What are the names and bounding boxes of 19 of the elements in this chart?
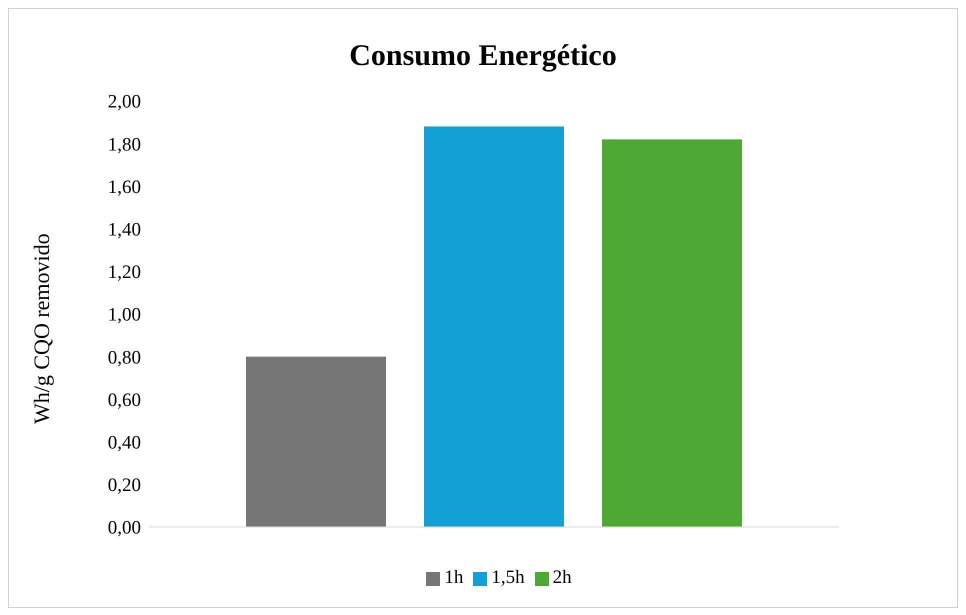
y-tick-label: 0,20 bbox=[108, 475, 141, 496]
bar bbox=[602, 139, 742, 527]
y-tick-label: 1,80 bbox=[108, 134, 141, 156]
y-tick-label: 0,80 bbox=[108, 347, 141, 368]
chart-title: Consumo Energético bbox=[348, 39, 618, 74]
y-tick-label: 1,20 bbox=[108, 262, 141, 284]
y-tick-label: 1,40 bbox=[108, 220, 141, 241]
legend-label: 2h bbox=[552, 567, 572, 588]
y-tick-label: 1,00 bbox=[108, 304, 141, 326]
y-tick-label: 0,60 bbox=[108, 390, 141, 411]
legend-label: 1h bbox=[444, 567, 464, 588]
y-tick-label: 2,00 bbox=[108, 92, 141, 113]
y-tick-label: 0,00 bbox=[108, 518, 141, 539]
bar bbox=[246, 356, 386, 527]
bar bbox=[424, 126, 564, 527]
y-axis-title: Wh/g CQO removido bbox=[28, 233, 54, 424]
y-tick-label: 1,60 bbox=[108, 176, 141, 198]
y-tick-label: 0,40 bbox=[108, 432, 141, 454]
legend-label: 1,5h bbox=[491, 567, 525, 588]
